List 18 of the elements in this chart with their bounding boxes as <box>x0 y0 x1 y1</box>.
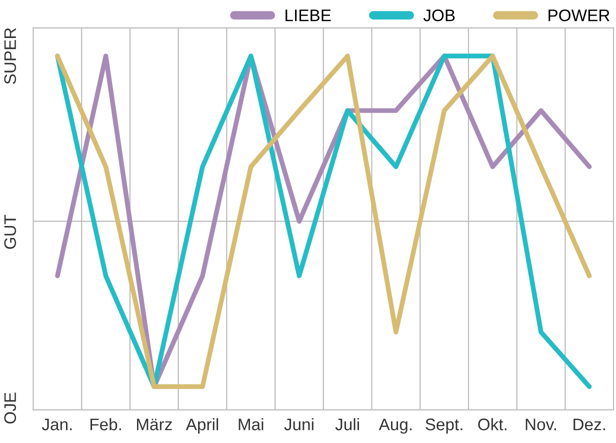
x-tick-label: Dez. <box>574 418 605 430</box>
x-tick-label: Feb. <box>90 418 121 430</box>
x-tick-label: Aug. <box>378 418 412 434</box>
x-tick-label: März <box>137 418 172 430</box>
legend-label: POWER <box>548 9 610 22</box>
text: OJE <box>4 392 16 424</box>
legend-label: JOB <box>423 9 455 22</box>
x-tick-label: Sept. <box>426 418 462 434</box>
x-tick-label: April <box>186 418 218 434</box>
x-tick-label: Juli <box>335 418 359 430</box>
x-tick-label: Jan. <box>42 418 72 430</box>
x-tick-label: Juni <box>284 418 314 430</box>
text: GUT <box>4 214 16 249</box>
text: SUPER <box>4 28 16 84</box>
legend-label: LIEBE <box>286 10 331 22</box>
x-tick-label: Mai <box>238 418 264 430</box>
x-tick-label: Okt. <box>478 418 506 430</box>
x-tick-label: Nov. <box>526 418 556 430</box>
